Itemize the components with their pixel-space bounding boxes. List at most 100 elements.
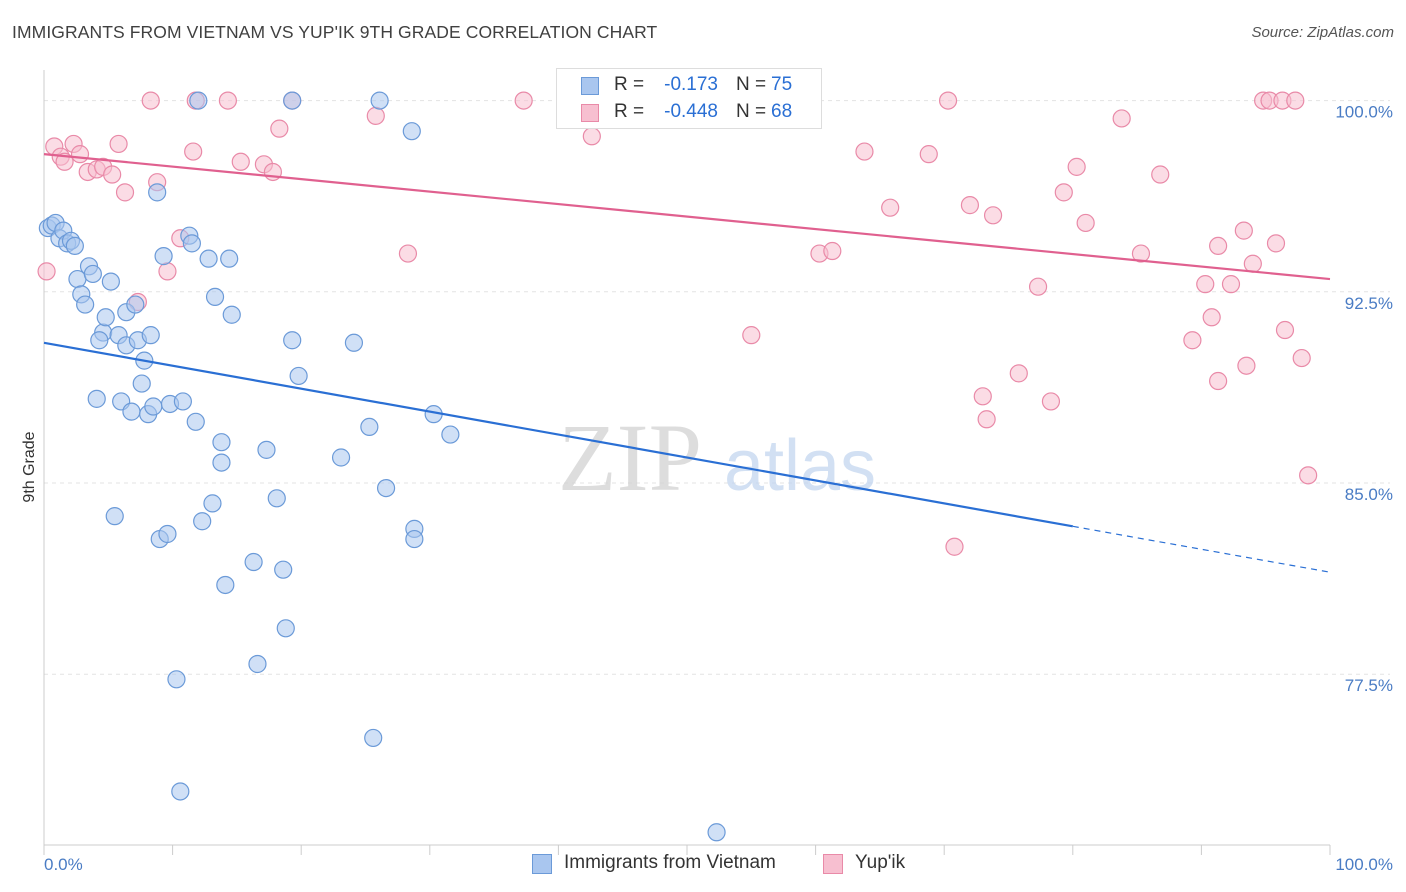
y-tick-label: 77.5%: [1345, 676, 1393, 695]
yupik-point: [1076, 213, 1095, 233]
vietnam-point: [203, 494, 222, 513]
vietnam-point: [186, 412, 205, 431]
vietnam-point: [101, 272, 120, 291]
series-vietnam-points: [38, 91, 736, 842]
yupik-point: [1234, 221, 1253, 240]
vietnam-point: [220, 249, 239, 268]
vietnam-point: [360, 417, 379, 437]
source-label: Source: ZipAtlas.com: [1251, 24, 1394, 41]
vietnam-point: [154, 247, 173, 266]
tick-labels: 77.5% 85.0% 92.5% 100.0% 0.0% 100.0%: [44, 103, 1393, 874]
vietnam-point: [405, 529, 424, 549]
yupik-point: [1209, 236, 1228, 256]
n-value: 68: [771, 101, 793, 122]
yupik-point: [855, 142, 874, 161]
yupik-point: [109, 134, 128, 154]
yupik-point: [514, 91, 533, 110]
yupik-point: [141, 91, 160, 110]
vietnam-trend-extension: [1072, 525, 1331, 573]
yupik-point: [1041, 392, 1061, 411]
yupik-point: [70, 145, 90, 164]
vietnam-point: [126, 295, 145, 314]
yupik-point: [1243, 254, 1262, 273]
vietnam-point: [248, 654, 267, 674]
vietnam-point: [364, 728, 383, 748]
yupik-point: [1266, 234, 1286, 253]
r-label: R =: [614, 101, 645, 122]
yupik-point: [1275, 320, 1295, 340]
n-label: N =: [736, 74, 767, 95]
vietnam-point: [212, 453, 231, 472]
vietnam-point: [274, 560, 293, 579]
yupik-point: [582, 127, 601, 146]
legend-swatch-vietnam: [532, 854, 552, 874]
legend-row-yupik: R = -0.448 N = 68: [557, 100, 821, 128]
yupik-point: [103, 165, 122, 184]
yupik-trend-line: [43, 153, 1331, 281]
vietnam-point: [65, 236, 84, 256]
vietnam-point: [96, 308, 115, 327]
y-tick-label: 85.0%: [1345, 485, 1393, 504]
y-tick-label: 92.5%: [1345, 294, 1393, 313]
r-value: -0.173: [664, 74, 718, 95]
legend-swatch-yupik: [823, 854, 843, 874]
vietnam-point: [167, 670, 186, 689]
vietnam-point: [283, 331, 302, 350]
vietnam-point: [158, 524, 177, 544]
yupik-point: [398, 244, 418, 263]
r-label: R =: [614, 74, 645, 95]
vietnam-point: [189, 91, 208, 110]
gridlines: [44, 100, 1390, 675]
vietnam-point: [173, 392, 192, 411]
yupik-point: [938, 91, 958, 110]
yupik-point: [1286, 91, 1305, 110]
yupik-point: [919, 145, 938, 164]
vietnam-point: [212, 433, 231, 452]
yupik-point: [270, 119, 289, 138]
y-tick-label: 100.0%: [1335, 103, 1393, 122]
vietnam-point: [441, 425, 460, 444]
yupik-point: [158, 262, 177, 281]
yupik-point: [1067, 157, 1086, 176]
watermark-zip: ZIP: [558, 404, 702, 511]
vietnam-point: [199, 249, 218, 268]
r-value: -0.448: [664, 101, 718, 122]
yupik-point: [1202, 308, 1221, 327]
legend-label-vietnam: Immigrants from Vietnam: [564, 852, 776, 873]
x-tick-label: 100.0%: [1335, 855, 1393, 874]
vietnam-point: [216, 575, 235, 595]
yupik-point: [1151, 165, 1170, 184]
yupik-point: [1112, 109, 1131, 128]
legend-swatch-vietnam: [581, 77, 599, 95]
yupik-point: [960, 196, 980, 215]
vietnam-point: [105, 507, 124, 526]
n-value: 75: [771, 74, 793, 95]
vietnam-point: [90, 331, 109, 350]
yupik-point: [37, 262, 56, 281]
vietnam-point: [276, 619, 295, 638]
vietnam-point: [193, 512, 212, 531]
yupik-point: [1183, 331, 1202, 350]
vietnam-point: [257, 440, 276, 459]
vietnam-point: [370, 91, 389, 110]
yupik-point: [366, 106, 385, 125]
vietnam-point: [376, 478, 396, 498]
vietnam-point: [344, 333, 364, 352]
yupik-point: [1292, 348, 1311, 368]
vietnam-point: [205, 287, 225, 306]
vietnam-point: [267, 489, 286, 508]
vietnam-point: [182, 234, 201, 253]
vietnam-point: [132, 374, 151, 393]
yupik-point: [1209, 371, 1228, 391]
yupik-point: [1054, 183, 1073, 202]
yupik-point: [184, 142, 203, 161]
legend-row-vietnam: R = -0.173 N = 75: [557, 73, 821, 101]
n-label: N =: [736, 101, 767, 122]
vietnam-point: [122, 402, 141, 421]
yupik-point: [1028, 277, 1048, 296]
trend-lines: [43, 153, 1331, 573]
vietnam-point: [244, 552, 263, 572]
vietnam-point: [87, 389, 106, 408]
vietnam-point: [83, 264, 102, 284]
